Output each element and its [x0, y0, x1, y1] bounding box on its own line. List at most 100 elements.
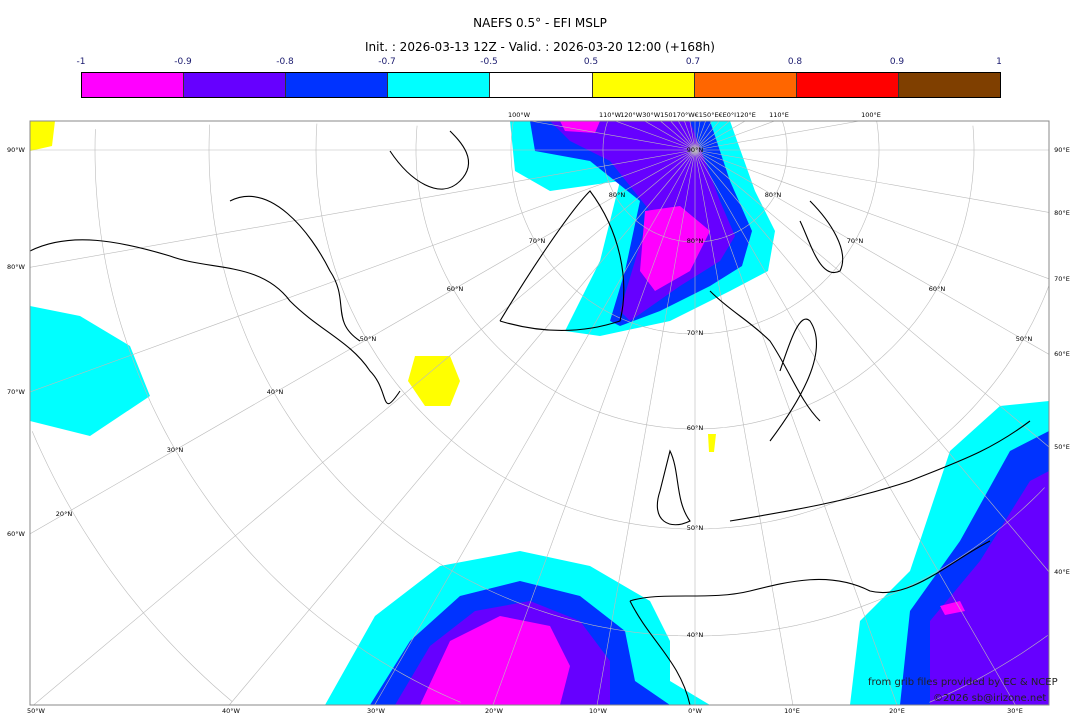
map-label: 90°N	[687, 146, 704, 154]
colorbar-tick: 0.7	[685, 57, 701, 67]
map-label: 40°N	[687, 631, 704, 639]
colorbar	[81, 72, 1001, 98]
map-label: 30°E	[1007, 707, 1023, 715]
graticule-line	[694, 149, 1049, 573]
efi-shading	[30, 121, 1049, 705]
map-label: 60°N	[447, 285, 464, 293]
map-label: 20°E	[889, 707, 905, 715]
graticule-line	[315, 123, 1049, 530]
colorbar-tick: 0.8	[787, 57, 803, 67]
efi-cyan-west	[30, 306, 150, 436]
map-label: 20°W	[485, 707, 504, 715]
graticule-line	[31, 431, 233, 702]
map-labels: 90°W 80°W 70°W 60°W 90°E 80°E 70°E 60°E 50°E 40°E…	[7, 111, 1070, 715]
map-label: 120°W30°W150170°W€150°E€E0°I120°E	[620, 111, 756, 119]
colorbar-tick: -0.7	[378, 57, 396, 67]
colorbar-swatch	[898, 73, 1000, 97]
efi-yellow-ocean	[408, 356, 460, 406]
map-label: 20°N	[56, 510, 73, 518]
colorbar-tick: -0.5	[480, 57, 498, 67]
efi-magenta-arctic	[640, 206, 710, 291]
map-label: 110°E	[769, 111, 789, 119]
efi-purple-se	[930, 471, 1049, 705]
colorbar-swatch	[592, 73, 695, 97]
graticule-line	[374, 149, 696, 705]
map-label: 90°E	[1054, 146, 1070, 154]
graticule-line	[94, 129, 461, 703]
graticule-line	[694, 121, 701, 151]
map-label: 80°E	[1054, 209, 1070, 217]
graticule-line	[678, 121, 696, 151]
graticule-line	[694, 121, 746, 151]
map-label: 80°N	[765, 191, 782, 199]
graticule-line	[694, 149, 1016, 705]
graticule-line	[694, 121, 706, 151]
map-label: 110°W	[599, 111, 622, 119]
map-label: 60°W	[7, 530, 26, 538]
map-label: 60°N	[687, 424, 704, 432]
graticule	[30, 121, 1049, 705]
map-label: 40°W	[222, 707, 241, 715]
map-label: 30°N	[167, 446, 184, 454]
efi-yellow-nw	[30, 121, 55, 151]
coastlines	[30, 130, 1031, 705]
map-subtitle: Init. : 2026-03-13 12Z - Valid. : 2026-0…	[365, 40, 715, 54]
colorbar-swatch	[286, 73, 389, 97]
map-label: 100°W	[508, 111, 531, 119]
colorbar-tick: 0.5	[583, 57, 599, 67]
graticule-line	[596, 149, 696, 705]
efi-yellow-uk	[708, 434, 716, 452]
map-label: 70°E	[1054, 275, 1070, 283]
map-label: 70°N	[847, 237, 864, 245]
graticule-line	[694, 149, 1049, 448]
map-label: 50°N	[1016, 335, 1033, 343]
graticule-line	[694, 149, 898, 705]
colorbar-swatch	[388, 73, 491, 97]
map-label: 80°N	[687, 237, 704, 245]
colorbar-swatch	[796, 73, 899, 97]
map-label: 80°N	[609, 191, 626, 199]
map-frame	[29, 120, 1050, 706]
graticule-line	[510, 121, 880, 335]
map-label: 90°W	[7, 146, 26, 154]
graticule-line	[929, 635, 1048, 703]
graticule-line	[972, 125, 975, 150]
colorbar-tick: -1	[76, 57, 86, 67]
graticule-line	[492, 149, 696, 705]
graticule-line	[694, 121, 860, 151]
graticule-line	[30, 149, 696, 535]
graticule-line	[694, 149, 1049, 355]
map-label: 10°E	[784, 707, 800, 715]
graticule-line	[30, 149, 696, 393]
graticule-line	[615, 121, 696, 151]
graticule-line	[208, 124, 1045, 637]
graticule-line	[602, 121, 788, 243]
graticule-line	[694, 149, 794, 705]
graticule-line	[644, 121, 696, 151]
map-label: 40°E	[1054, 568, 1070, 576]
graticule-line	[694, 121, 720, 151]
graticule-line	[694, 121, 775, 151]
map-label: 50°N	[360, 335, 377, 343]
map-title: NAEFS 0.5° - EFI MSLP	[473, 16, 607, 30]
colorbar-swatch	[490, 73, 593, 97]
graticule-line	[689, 121, 696, 151]
graticule-line	[782, 121, 788, 150]
map-label: 40°N	[267, 388, 284, 396]
graticule-line	[684, 121, 696, 151]
graticule-line	[530, 121, 696, 151]
colorbar-swatch	[184, 73, 287, 97]
colorbar-tick: 1	[996, 57, 1002, 67]
map-label: 70°N	[529, 237, 546, 245]
colorbar-tick: -0.9	[174, 57, 192, 67]
map-label: 100°E	[861, 111, 881, 119]
map-label: 30°W	[367, 707, 386, 715]
map-label: 10°W	[589, 707, 608, 715]
graticule-line	[694, 121, 730, 151]
efi-magenta-se	[940, 601, 965, 615]
graticule-line	[229, 149, 696, 705]
graticule-line	[33, 149, 696, 705]
map-label: 50°W	[27, 707, 46, 715]
copyright-credit: ©2026 sb@irizone.net	[933, 693, 1047, 704]
map: 90°W 80°W 70°W 60°W 90°E 80°E 70°E 60°E 50°E 40°E…	[7, 111, 1070, 715]
